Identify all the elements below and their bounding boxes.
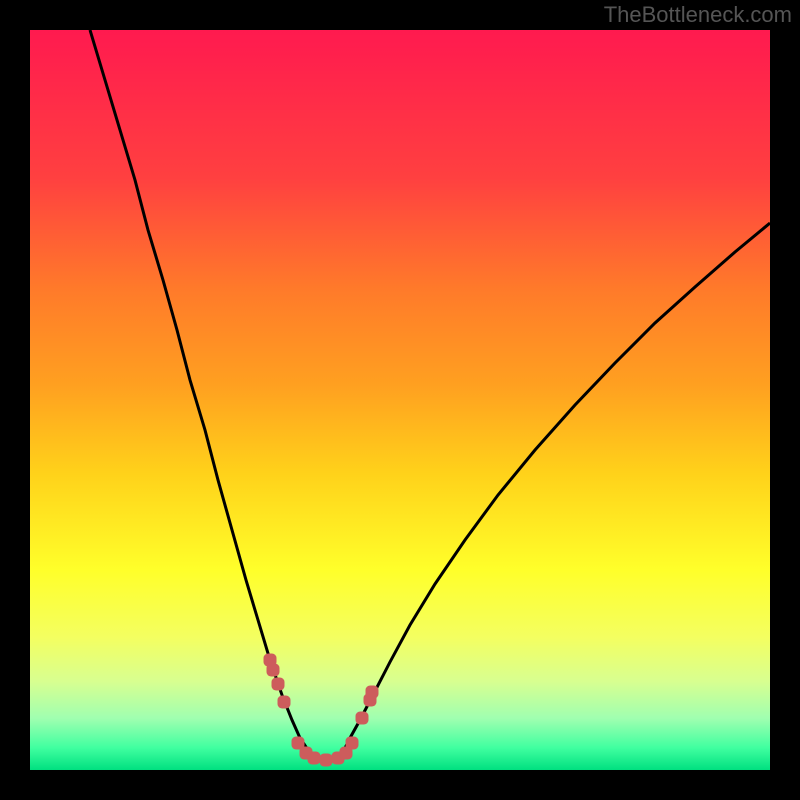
data-marker [356, 712, 369, 725]
bottleneck-curve [90, 30, 770, 760]
data-marker [308, 752, 321, 765]
data-marker [278, 696, 291, 709]
chart-svg [30, 30, 770, 770]
data-marker [366, 686, 379, 699]
border-bottom [0, 770, 800, 800]
chart-frame: TheBottleneck.com [0, 0, 800, 800]
watermark-text: TheBottleneck.com [604, 2, 792, 28]
data-marker [267, 664, 280, 677]
plot-area [30, 30, 770, 770]
border-left [0, 0, 30, 800]
border-right [770, 0, 800, 800]
data-marker [272, 678, 285, 691]
data-marker [320, 754, 333, 767]
data-marker [346, 737, 359, 750]
markers-group [264, 654, 379, 767]
